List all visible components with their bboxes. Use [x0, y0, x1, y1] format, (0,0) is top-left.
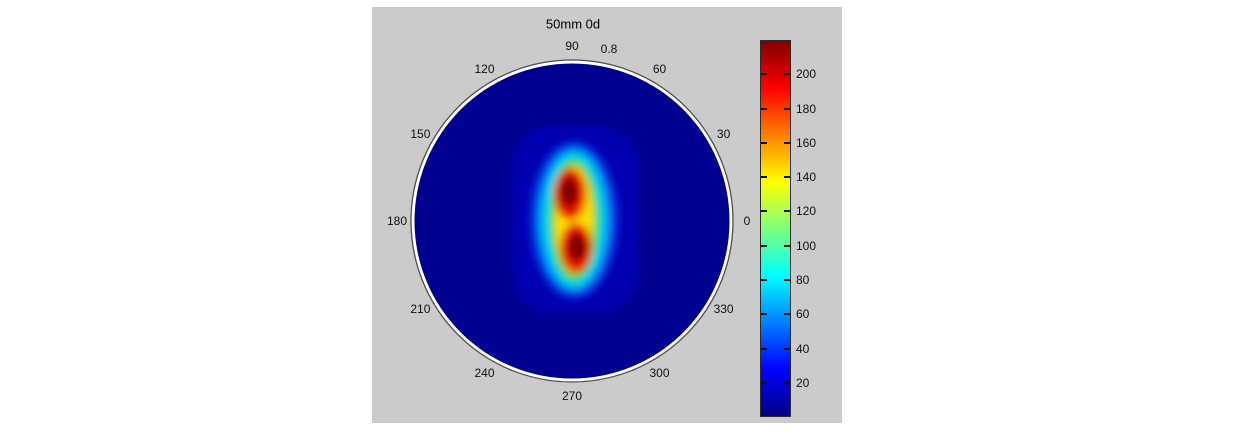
colorbar-tick-label: 60: [796, 307, 810, 322]
colorbar-tick-label: 80: [796, 272, 810, 287]
colorbar-tick-left: [761, 347, 767, 350]
colorbar-tick-right: [784, 313, 790, 316]
colorbar-tick-right: [784, 176, 790, 179]
colorbar-tick-left: [761, 313, 767, 316]
colorbar-tick-left: [761, 210, 767, 213]
polar-heatmap: [410, 59, 734, 383]
figure-panel: 50mm 0d: [372, 7, 842, 423]
colorbar-tick-left: [761, 107, 767, 110]
colorbar-tick-right: [784, 278, 790, 281]
colorbar-tick-label: 180: [796, 101, 817, 116]
colorbar-tick-right: [784, 210, 790, 213]
angle-label-120: 120: [474, 62, 495, 77]
colorbar-tick-right: [784, 73, 790, 76]
colorbar-tick-right: [784, 141, 790, 144]
colorbar-tick-left: [761, 73, 767, 76]
colorbar-tick-label: 40: [796, 341, 810, 356]
colorbar-tick-right: [784, 244, 790, 247]
angle-label-0: 0: [743, 214, 751, 228]
colorbar-tick-right: [784, 347, 790, 350]
angle-label-240: 240: [474, 365, 495, 380]
angle-label-270: 270: [561, 389, 583, 403]
colorbar-gradient: [760, 40, 791, 417]
intensity-blob: [512, 125, 638, 313]
angle-label-150: 150: [410, 126, 431, 141]
colorbar: 20 40 60 80 100 120 140 160 180 200: [760, 40, 850, 417]
colorbar-tick-left: [761, 176, 767, 179]
colorbar-tick-label: 160: [796, 135, 817, 150]
angle-label-330: 330: [713, 301, 734, 316]
colorbar-tick-label: 120: [796, 204, 817, 219]
colorbar-tick-label: 140: [796, 170, 817, 185]
colorbar-tick-label: 200: [796, 67, 817, 82]
colorbar-tick-left: [761, 278, 767, 281]
angle-label-30: 30: [716, 126, 731, 141]
radial-tick-label: 0.8: [600, 42, 618, 56]
colorbar-tick-left: [761, 381, 767, 384]
colorbar-tick-label: 100: [796, 238, 817, 253]
angle-label-210: 210: [410, 301, 431, 316]
colorbar-tick-left: [761, 141, 767, 144]
angle-label-60: 60: [652, 62, 667, 77]
colorbar-tick-right: [784, 381, 790, 384]
angle-label-180: 180: [386, 214, 408, 228]
colorbar-tick-right: [784, 107, 790, 110]
angle-label-300: 300: [649, 365, 670, 380]
plot-title: 50mm 0d: [545, 16, 601, 32]
angle-label-90: 90: [565, 39, 579, 53]
colorbar-tick-left: [761, 244, 767, 247]
colorbar-tick-label: 20: [796, 375, 810, 390]
